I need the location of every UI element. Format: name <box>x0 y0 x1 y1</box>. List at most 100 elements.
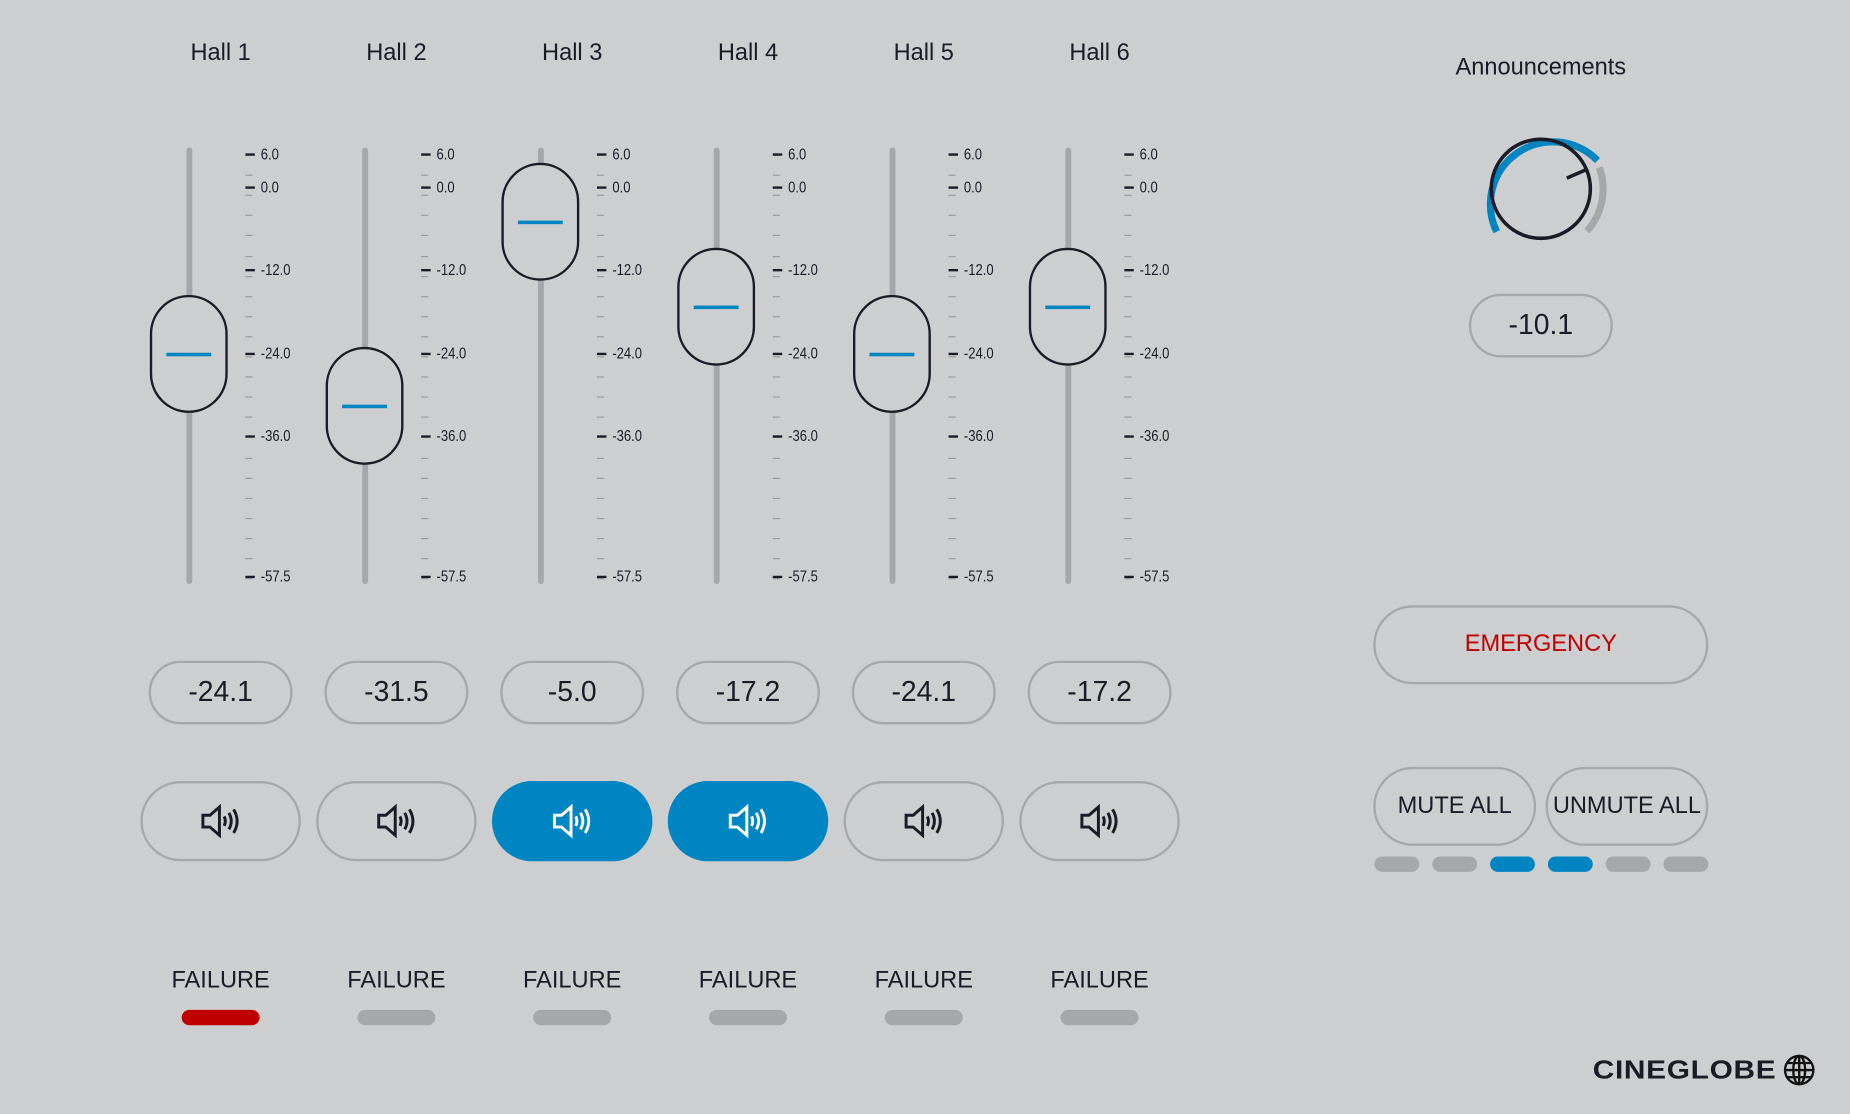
scale-label: -57.5 <box>612 567 643 586</box>
scale-label: -12.0 <box>260 261 291 279</box>
level-value[interactable]: -24.1 <box>851 660 996 725</box>
globe-icon <box>1784 1054 1815 1086</box>
scale-minor-tick <box>421 255 429 257</box>
scale-minor-tick <box>421 215 429 217</box>
scale-label: 0.0 <box>612 178 631 196</box>
scale-major-tick <box>596 435 607 439</box>
announcements-title: Announcements <box>1455 54 1627 81</box>
scale-major-tick <box>245 269 255 272</box>
scale-major-tick <box>1124 435 1134 439</box>
scale-minor-tick <box>948 477 956 479</box>
scale-minor-tick <box>1124 215 1132 217</box>
scale-minor-tick <box>596 578 605 580</box>
scale-minor-tick <box>245 336 253 338</box>
fader-track[interactable] <box>713 147 720 585</box>
level-value[interactable]: -17.2 <box>1027 660 1172 725</box>
scale-major-tick <box>596 352 607 355</box>
scale-minor-tick <box>245 194 253 197</box>
scale-minor-tick <box>421 537 429 540</box>
scale-minor-tick <box>421 356 429 358</box>
scale-minor-tick <box>596 497 605 499</box>
scale-major-tick <box>245 352 255 355</box>
scale-minor-tick <box>596 558 605 560</box>
scale-minor-tick <box>245 376 253 378</box>
fader-knob[interactable] <box>149 295 228 414</box>
speaker-toggle-button[interactable] <box>843 781 1005 862</box>
scale-major-tick <box>596 153 607 156</box>
announcements-value[interactable]: -10.1 <box>1468 293 1613 358</box>
scale-major-tick <box>948 269 958 272</box>
fader-knob[interactable] <box>852 295 931 414</box>
unmute-all-button[interactable]: UNMUTE ALL <box>1545 766 1709 846</box>
failure-label: FAILURE <box>1050 967 1149 994</box>
scale-minor-tick <box>245 558 253 560</box>
scale-label: -12.0 <box>788 261 818 279</box>
announcements-volume-knob[interactable] <box>1470 118 1612 260</box>
scale-minor-tick <box>1124 396 1132 398</box>
scale-label: -36.0 <box>260 427 291 446</box>
scale-label: 6.0 <box>436 145 455 163</box>
scale-minor-tick <box>421 295 429 297</box>
level-value[interactable]: -5.0 <box>500 660 645 725</box>
failure-indicator <box>1060 1009 1139 1026</box>
scale-major-tick <box>772 153 783 156</box>
scale-label: -24.0 <box>963 344 994 363</box>
scale-label: 0.0 <box>788 178 807 196</box>
scale-label: -36.0 <box>788 427 818 446</box>
level-value[interactable]: -24.1 <box>148 660 293 725</box>
scale-major-tick <box>772 352 783 355</box>
fader-track[interactable] <box>537 147 544 585</box>
scale-label: -24.0 <box>436 344 467 363</box>
scale-major-tick <box>948 352 958 355</box>
level-value[interactable]: -17.2 <box>676 660 820 725</box>
scale-minor-tick <box>772 457 780 459</box>
scale-label: 0.0 <box>260 178 279 196</box>
scale-major-tick <box>421 186 431 189</box>
scale-minor-tick <box>772 174 780 176</box>
hall-status-indicator <box>1432 856 1478 872</box>
fader-knob[interactable] <box>325 346 404 465</box>
scale-label: 6.0 <box>963 145 983 163</box>
scale-minor-tick <box>245 537 253 540</box>
scale-label: -57.5 <box>260 567 291 586</box>
scale-minor-tick <box>948 295 956 297</box>
scale-minor-tick <box>596 315 605 318</box>
fader-track[interactable] <box>1065 147 1072 585</box>
speaker-icon <box>377 803 415 839</box>
scale-minor-tick <box>948 416 956 418</box>
scale-minor-tick <box>948 396 956 398</box>
scale-minor-tick <box>772 558 780 560</box>
brand-wordmark: CINEGLOBE <box>1592 1054 1777 1085</box>
scale-major-tick <box>245 435 255 439</box>
scale-minor-tick <box>596 376 605 378</box>
hall-status-indicator <box>1605 856 1651 872</box>
speaker-toggle-button[interactable] <box>1019 781 1180 862</box>
scale-minor-tick <box>772 255 780 257</box>
fader-knob[interactable] <box>677 247 756 366</box>
scale-label: -36.0 <box>1139 427 1170 446</box>
speaker-toggle-button[interactable] <box>140 781 301 862</box>
scale-major-tick <box>421 352 431 355</box>
scale-label: -12.0 <box>963 261 994 279</box>
scale-minor-tick <box>245 295 253 297</box>
emergency-button[interactable]: EMERGENCY <box>1373 605 1709 685</box>
scale-minor-tick <box>421 416 429 418</box>
mute-all-button[interactable]: MUTE ALL <box>1373 766 1537 846</box>
scale-minor-tick <box>421 194 429 197</box>
speaker-toggle-button[interactable] <box>491 781 653 862</box>
level-value[interactable]: -31.5 <box>324 660 469 725</box>
scale-minor-tick <box>245 315 253 318</box>
scale-label: -57.5 <box>436 567 467 586</box>
scale-minor-tick <box>1124 275 1132 277</box>
knob-remaining-arc <box>1584 166 1607 234</box>
scale-minor-tick <box>948 255 956 257</box>
fader-knob[interactable] <box>501 163 580 282</box>
speaker-icon <box>904 803 942 839</box>
scale-major-tick <box>245 153 255 156</box>
fader-knob[interactable] <box>1028 247 1107 366</box>
scale-minor-tick <box>948 558 956 560</box>
scale-label: -12.0 <box>612 261 643 279</box>
speaker-toggle-button[interactable] <box>667 781 829 862</box>
scale-minor-tick <box>245 497 253 499</box>
speaker-toggle-button[interactable] <box>316 781 477 862</box>
